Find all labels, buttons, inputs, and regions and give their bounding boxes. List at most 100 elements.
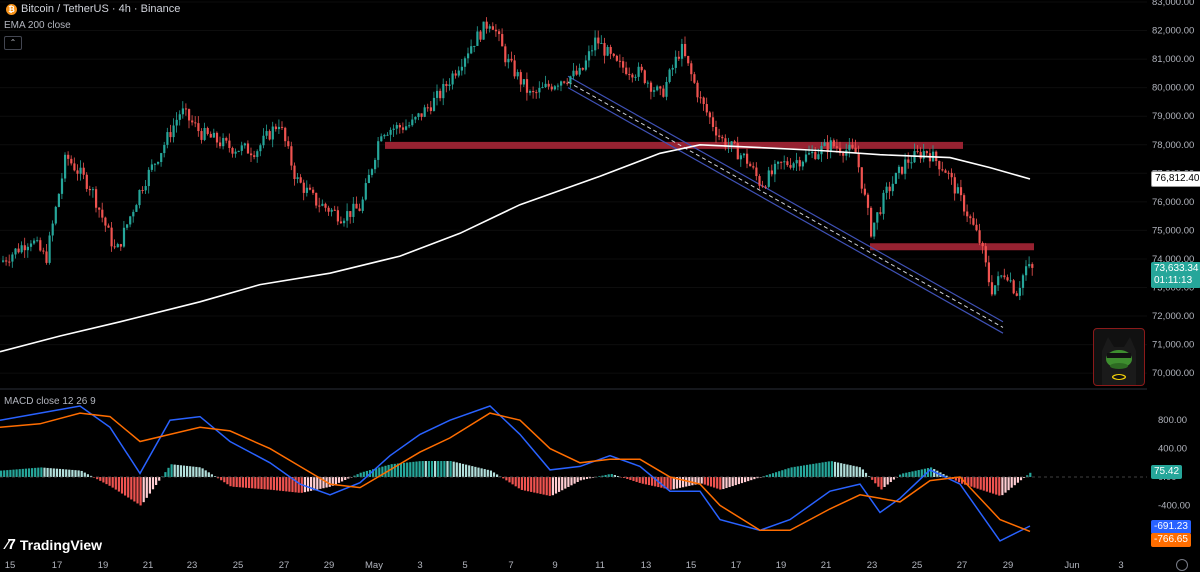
time-axis-label: 23 [187, 560, 198, 571]
candle-body [987, 262, 990, 283]
candle-body [243, 143, 246, 146]
tradingview-logo[interactable]: ⁄7 TradingView [6, 536, 102, 553]
candle-body [730, 141, 733, 146]
histogram-bar [954, 477, 957, 481]
candle-body [544, 83, 547, 88]
histogram-bar [437, 461, 440, 477]
candle-body [814, 151, 817, 160]
symbol-legend[interactable]: ₿ Bitcoin / TetherUS · 4h · Binance [6, 3, 180, 15]
candle-body [795, 160, 798, 164]
histogram-bar [347, 477, 350, 479]
histogram-bar [837, 462, 840, 477]
candle-body [374, 159, 377, 170]
histogram-bar [750, 477, 753, 481]
collapse-chevron-icon[interactable]: ⌃ [4, 36, 22, 50]
candle-body [622, 61, 625, 68]
histogram-bar [182, 465, 186, 477]
histogram-bar [263, 477, 266, 490]
histogram-bar [399, 463, 403, 477]
candle-body [377, 141, 380, 160]
candle-body [609, 46, 612, 54]
histogram-bar [74, 470, 77, 477]
channel-midline [567, 81, 1004, 328]
candle-body [119, 244, 122, 247]
candle-body [978, 230, 981, 243]
histogram-bar [886, 477, 889, 485]
time-axis-label: 19 [98, 560, 109, 571]
histogram-bar [303, 477, 306, 493]
candle-body [975, 224, 978, 231]
candle-body [594, 37, 597, 51]
candle-body [39, 240, 42, 251]
candle-body [64, 154, 67, 179]
histogram-bar [21, 468, 24, 477]
histogram-bar [328, 477, 331, 487]
candle-body [767, 170, 770, 187]
price-axis-label: 71,000.00 [1152, 340, 1194, 351]
candle-body [219, 142, 222, 147]
histogram-bar [406, 462, 409, 477]
histogram-bar [282, 477, 285, 492]
histogram-bar [632, 477, 635, 481]
histogram-bar [824, 461, 827, 477]
price-axis-label: 75,000.00 [1152, 225, 1194, 236]
macd-histogram [0, 461, 1032, 506]
histogram-bar [492, 472, 496, 477]
candle-body [107, 225, 110, 228]
avatar-pepe-icon[interactable] [1093, 328, 1145, 386]
histogram-bar [55, 468, 58, 477]
candle-body [547, 83, 550, 87]
settings-gear-icon[interactable] [1176, 559, 1188, 571]
histogram-bar [623, 477, 626, 478]
candle-body [888, 186, 891, 192]
histogram-bar [176, 464, 179, 477]
histogram-bar [734, 477, 737, 486]
histogram-bar [806, 464, 809, 477]
candle-body [600, 42, 603, 44]
histogram-bar [27, 468, 31, 477]
histogram-bar [840, 463, 843, 477]
candle-body [172, 125, 175, 138]
histogram-bar [331, 477, 334, 486]
candle-body [48, 235, 51, 263]
candle-body [23, 245, 26, 251]
ema-legend[interactable]: EMA 200 close [4, 20, 71, 31]
candle-body [897, 166, 901, 173]
candle-body [811, 151, 814, 154]
histogram-bar [703, 477, 706, 485]
candle-body [315, 192, 318, 206]
histogram-bar [610, 474, 613, 477]
macd-legend[interactable]: MACD close 12 26 9 [4, 396, 96, 407]
candle-body [85, 174, 88, 189]
histogram-bar [43, 467, 46, 477]
candle-body [454, 73, 457, 76]
histogram-bar [195, 466, 198, 477]
candle-body [944, 170, 947, 173]
histogram-bar [979, 477, 982, 490]
candle-body [637, 66, 640, 77]
candle-body [287, 141, 290, 147]
histogram-bar [148, 477, 151, 494]
price-axis-label: 79,000.00 [1152, 111, 1194, 122]
candle-body [1012, 280, 1015, 294]
histogram-bar [871, 477, 874, 480]
candle-body [212, 132, 215, 138]
histogram-bar [744, 477, 747, 483]
histogram-bar [1026, 475, 1029, 477]
histogram-bar [846, 464, 849, 477]
histogram-bar [164, 472, 167, 477]
histogram-bar [424, 461, 427, 477]
histogram-bar [266, 477, 269, 490]
candle-body [457, 70, 460, 76]
candle-body [597, 37, 600, 44]
histogram-bar [291, 477, 294, 493]
histogram-bar [207, 472, 210, 477]
histogram-bar [930, 467, 933, 477]
candle-body [209, 133, 212, 138]
ema-200-line [0, 143, 1031, 353]
candle-body [615, 55, 618, 61]
histogram-bar [483, 469, 486, 477]
time-axis-label: 29 [1003, 560, 1014, 571]
bar-countdown: 01:11:13 [1154, 275, 1193, 286]
